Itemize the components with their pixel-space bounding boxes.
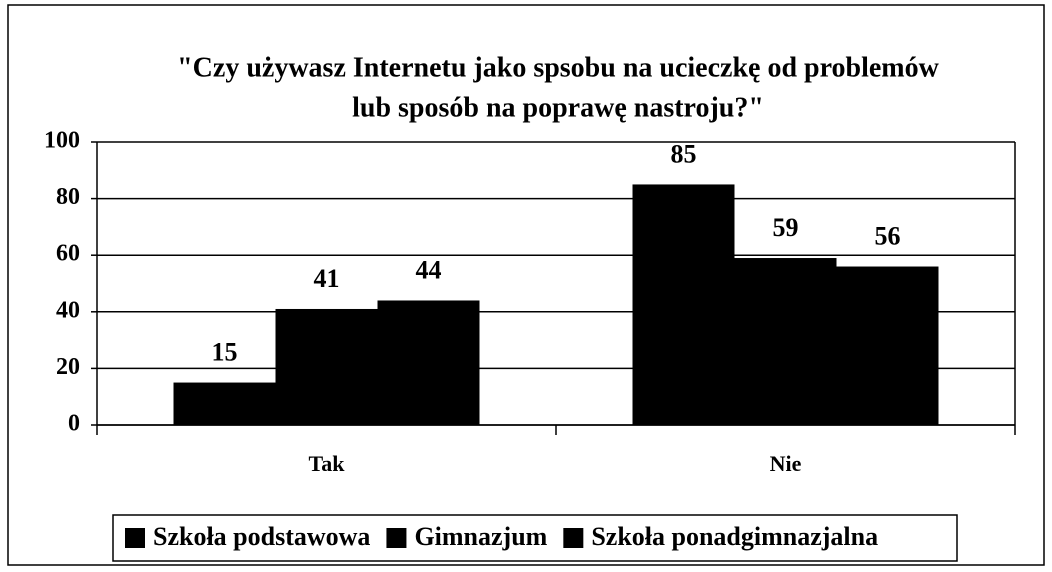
legend-label: Szkoła podstawowa — [153, 522, 370, 551]
bar — [377, 300, 480, 425]
bar — [734, 258, 837, 425]
x-tick-label: Nie — [770, 451, 802, 476]
bar — [173, 382, 276, 425]
y-tick-label: 80 — [56, 184, 80, 210]
y-tick-label: 100 — [44, 128, 80, 154]
legend-swatch — [386, 528, 407, 548]
legend-label: Gimnazjum — [414, 522, 547, 551]
y-tick-label: 0 — [68, 411, 80, 437]
y-tick-label: 40 — [56, 297, 80, 323]
legend-label: Szkoła ponadgimnazjalna — [591, 522, 878, 551]
chart-title: lub sposób na poprawę nastroju?" — [352, 92, 764, 123]
legend-swatch — [563, 528, 584, 548]
legend-swatch — [125, 528, 145, 548]
y-tick-label: 60 — [56, 241, 80, 267]
chart-title: "Czy używasz Internetu jako spsobu na uc… — [177, 52, 939, 83]
bar — [836, 266, 939, 425]
value-label: 56 — [875, 221, 901, 250]
value-label: 59 — [773, 213, 799, 242]
bar — [275, 308, 378, 425]
value-label: 85 — [671, 139, 697, 168]
chart-border — [7, 4, 1045, 566]
x-tick-label: Tak — [309, 451, 346, 476]
value-label: 41 — [314, 264, 340, 293]
y-tick-label: 20 — [56, 354, 80, 380]
legend-box — [112, 514, 958, 562]
value-label: 44 — [416, 255, 442, 284]
bar — [632, 184, 735, 425]
value-label: 15 — [212, 338, 238, 367]
